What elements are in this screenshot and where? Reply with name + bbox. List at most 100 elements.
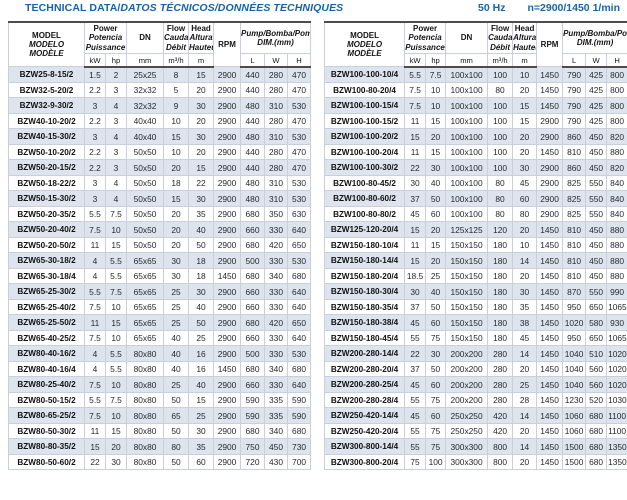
value-cell: 80 [487, 205, 514, 223]
table-row: BZW65-25-50/2 11 15 65x65 25 50 2900 680 420 650 [8, 314, 312, 331]
model-cell: BZW100-80-45/2 [324, 174, 406, 192]
table-row: BZW100-80-20/4 7.5 10 100x100 80 20 1450 790 425… [324, 81, 627, 99]
table-row: BZW25-8-15/2 1.5 2 25x25 8 15 2900 440 280 470 [8, 66, 312, 83]
value-cell: 1450 [536, 283, 564, 300]
value-cell: 37 [404, 360, 427, 378]
value-cell: 1020 [606, 345, 627, 362]
value-cell: 950 [562, 298, 587, 316]
value-cell: 150x150 [445, 236, 489, 254]
value-cell: 680 [585, 422, 608, 440]
model-cell: BZW150-180-38/4 [324, 314, 406, 331]
value-cell: 75 [425, 422, 447, 440]
value-cell: 560 [585, 360, 608, 378]
value-cell: 150x150 [445, 329, 489, 347]
table-row: BZW100-100-30/2 22 30 100x100 100 30 2900 860 45… [324, 159, 627, 176]
model-cell: BZW100-100-20/4 [324, 143, 406, 161]
table-row: BZW80-40-16/4 4 5.5 80x80 40 16 1450 680 340 680 [8, 360, 312, 378]
value-cell: 40 [163, 360, 190, 378]
model-cell: BZW150-180-30/4 [324, 283, 406, 300]
value-cell: 990 [606, 283, 627, 300]
value-cell: 10 [104, 221, 128, 238]
value-cell: 335 [264, 391, 289, 409]
value-cell: 440 [240, 112, 266, 130]
value-cell: 840 [606, 205, 627, 223]
model-cell: BZW200-280-25/4 [324, 376, 406, 393]
unit-W: W [585, 53, 608, 68]
model-cell: BZW50-20-50/2 [8, 236, 85, 254]
value-cell: 720 [240, 453, 266, 471]
value-cell: 50x50 [126, 236, 165, 254]
table-row: BZW150-180-45/4 55 75 150x150 180 45 1450 950 65… [324, 329, 627, 347]
value-cell: 45 [404, 407, 427, 424]
value-cell: 22 [404, 345, 427, 362]
model-cell: BZW50-10-20/2 [8, 143, 85, 161]
value-cell: 2900 [213, 143, 242, 161]
power-label-en: Power [93, 24, 118, 33]
value-cell: 37 [404, 190, 427, 207]
value-cell: 340 [264, 422, 289, 440]
unit-W: W [264, 53, 289, 68]
value-cell: 300x300 [445, 453, 489, 471]
model-label-es: MODELO [346, 39, 383, 49]
value-cell: 20 [512, 143, 538, 161]
flow-label-en: Flow [166, 24, 186, 33]
value-cell: 50 [163, 422, 190, 440]
value-cell: 25 [188, 329, 215, 347]
value-cell: 15 [163, 128, 190, 145]
value-cell: 2900 [213, 66, 242, 83]
value-cell: 60 [425, 376, 447, 393]
value-cell: 15 [188, 66, 215, 83]
value-cell: 2900 [213, 205, 242, 223]
value-cell: 10 [163, 143, 190, 161]
table-row: BZW80-80-35/2 15 20 80x80 80 35 2900 750 450 730 [8, 438, 312, 455]
value-cell: 810 [562, 252, 587, 269]
value-cell: 20 [512, 221, 538, 238]
value-cell: 7.5 [104, 391, 128, 409]
model-cell: BZW40-10-20/2 [8, 112, 85, 130]
value-cell: 280 [487, 360, 514, 378]
value-cell: 660 [240, 329, 266, 347]
value-cell: 80x80 [126, 453, 165, 471]
value-cell: 35 [188, 205, 215, 223]
model-cell: BZW32-9-30/2 [8, 97, 85, 114]
value-cell: 15 [512, 97, 538, 114]
flow-label-fr: Débit [166, 42, 187, 52]
unit-L: L [562, 53, 587, 68]
model-cell: BZW65-25-50/2 [8, 314, 85, 331]
value-cell: 50 [425, 298, 447, 316]
value-cell: 10 [104, 407, 128, 424]
value-cell: 1450 [536, 143, 564, 161]
technical-table-left: MODEL MODELO MODÈLE Power Potencia Puiss… [8, 21, 312, 471]
value-cell: 7.5 [84, 407, 106, 424]
value-cell: 10 [104, 298, 128, 316]
table-row: BZW150-180-14/4 15 20 150x150 180 14 1450 810 45… [324, 252, 627, 269]
value-cell: 2900 [213, 329, 242, 347]
value-cell: 50x50 [126, 174, 165, 192]
value-cell: 820 [606, 128, 627, 145]
value-cell: 3 [84, 128, 106, 145]
value-cell: 1450 [536, 345, 564, 362]
value-cell: 180 [487, 252, 514, 269]
model-cell: BZW80-50-15/2 [8, 391, 85, 409]
model-cell: BZW100-80-60/2 [324, 190, 406, 207]
value-cell: 1500 [562, 453, 587, 471]
value-cell: 2900 [536, 205, 564, 223]
value-cell: 15 [104, 314, 128, 331]
head-label-fr: Hauteur [513, 42, 536, 52]
value-cell: 30 [404, 283, 427, 300]
table-row: BZW40-10-20/2 2.2 3 40x40 10 20 2900 440 280 470 [8, 112, 312, 130]
value-cell: 4 [104, 97, 128, 114]
value-cell: 100 [487, 143, 514, 161]
value-cell: 38 [512, 314, 538, 331]
value-cell: 150x150 [445, 283, 489, 300]
value-cell: 860 [562, 128, 587, 145]
value-cell: 800 [606, 97, 627, 114]
value-cell: 425 [585, 97, 608, 114]
value-cell: 15 [512, 112, 538, 130]
value-cell: 40 [188, 221, 215, 238]
value-cell: 3 [104, 112, 128, 130]
table-row: BZW40-15-30/2 3 4 40x40 15 30 2900 480 310 530 [8, 128, 312, 145]
value-cell: 15 [104, 422, 128, 440]
value-cell: 2900 [213, 438, 242, 455]
value-cell: 55 [404, 438, 427, 455]
